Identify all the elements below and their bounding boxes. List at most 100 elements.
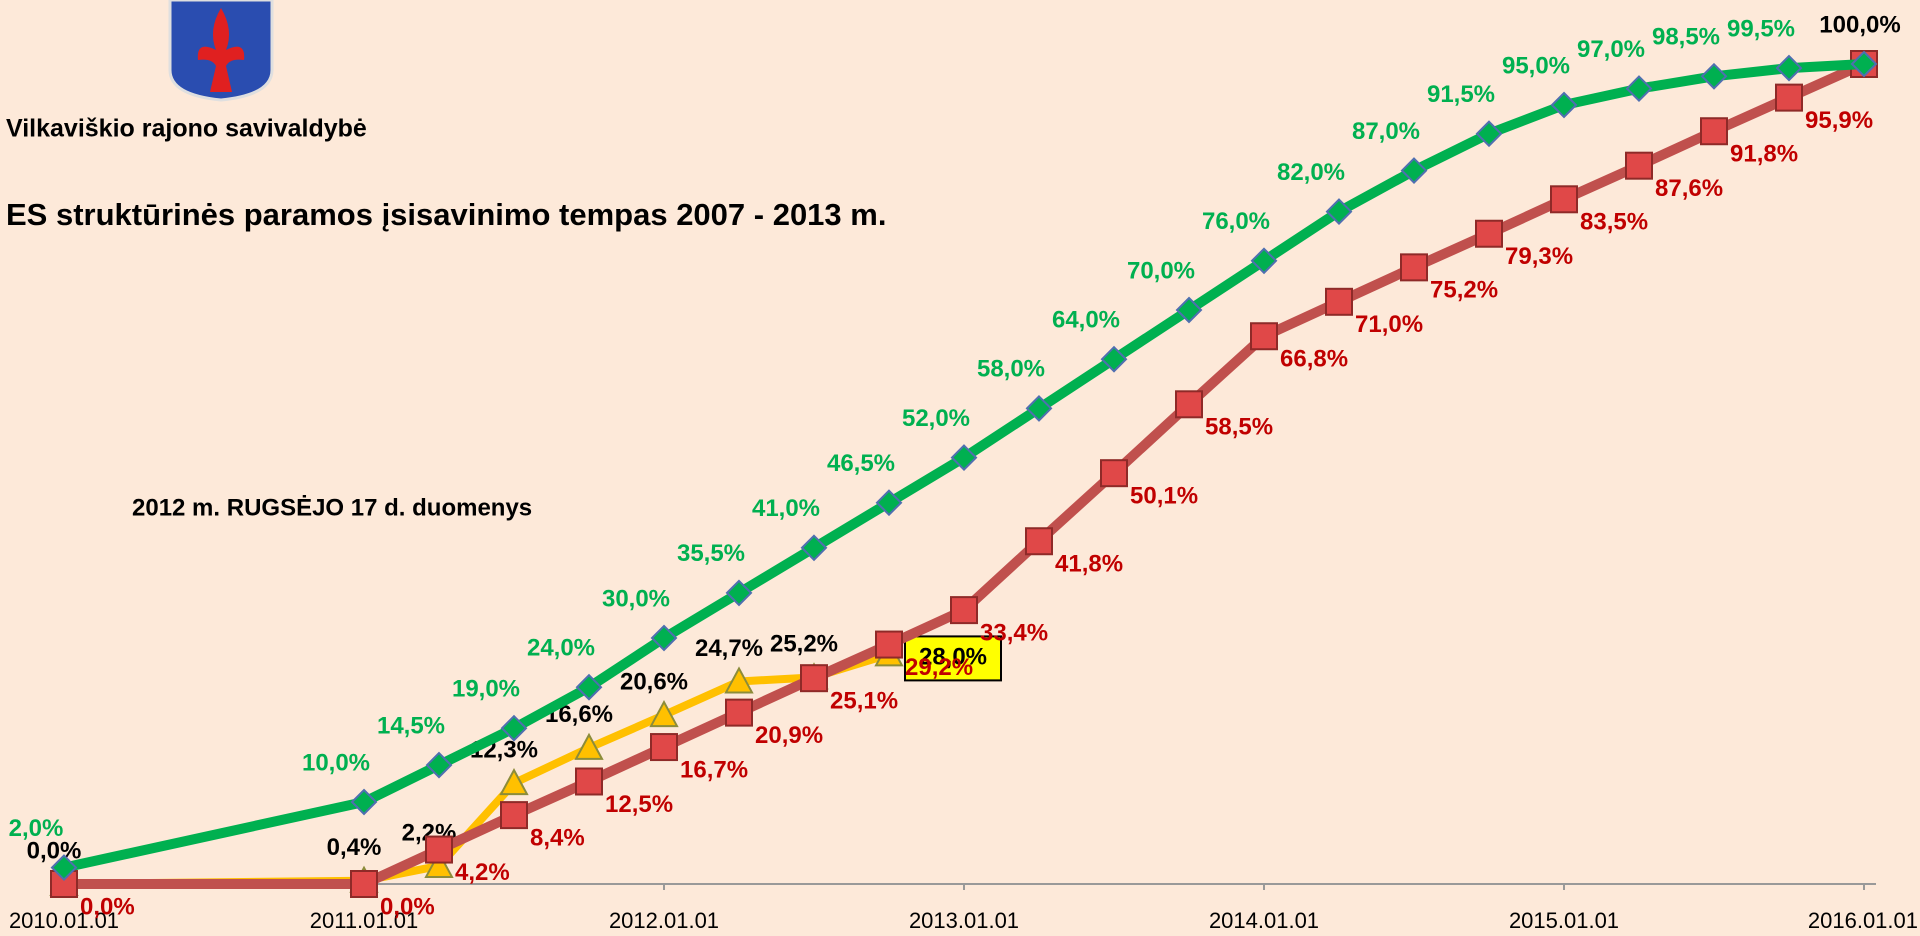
- data-label: 97,0%: [1577, 36, 1645, 63]
- data-label: 58,0%: [977, 356, 1045, 383]
- data-label: 25,1%: [830, 688, 898, 715]
- diamond-marker: [1025, 394, 1053, 422]
- diamond-marker: [1550, 91, 1578, 119]
- data-label: 95,0%: [1502, 52, 1570, 79]
- data-label: 28,0%: [919, 644, 987, 671]
- data-label: 0,0%: [27, 837, 82, 864]
- square-marker: [500, 801, 528, 830]
- diamond-marker: [1250, 247, 1278, 275]
- triangle-marker: [574, 732, 604, 760]
- square-marker: [350, 870, 378, 898]
- data-label: 58,5%: [1205, 414, 1273, 441]
- data-label: 41,8%: [1055, 551, 1123, 578]
- data-label: 98,5%: [1652, 24, 1720, 51]
- x-tick-label: 2012.01.01: [609, 908, 719, 933]
- x-tick-label: 2010.01.01: [9, 908, 119, 933]
- x-tick-label: 2011.01.01: [310, 908, 418, 933]
- data-label: 20,9%: [755, 722, 823, 749]
- coat-of-arms: [168, 0, 274, 102]
- diamond-marker: [1100, 345, 1128, 373]
- x-tick-label: 2016.01.01: [1808, 908, 1918, 933]
- diamond-marker: [1400, 157, 1428, 185]
- data-label: 0,4%: [327, 834, 382, 861]
- x-tick-label: 2015.01.01: [1509, 908, 1619, 933]
- data-label: 4,2%: [455, 859, 510, 886]
- diamond-marker: [1625, 75, 1653, 103]
- diamond-marker: [950, 444, 978, 472]
- square-marker: [1100, 459, 1128, 488]
- diamond-marker: [1175, 296, 1203, 324]
- square-marker: [650, 733, 678, 762]
- data-label: 83,5%: [1580, 209, 1648, 236]
- data-label: 19,0%: [452, 676, 520, 703]
- data-label: 91,8%: [1730, 141, 1798, 168]
- diamond-marker: [425, 751, 453, 779]
- diamond-marker: [875, 489, 903, 517]
- data-label: 46,5%: [827, 450, 895, 477]
- data-label: 71,0%: [1355, 311, 1423, 338]
- data-label: 10,0%: [302, 749, 370, 776]
- data-label: 50,1%: [1130, 483, 1198, 510]
- data-label: 0,0%: [380, 893, 435, 920]
- data-label: 79,3%: [1505, 243, 1573, 270]
- diamond-marker: [500, 714, 528, 742]
- square-marker: [800, 664, 828, 693]
- triangle-marker: [724, 666, 754, 694]
- diamond-marker: [50, 854, 78, 882]
- data-label: 87,6%: [1655, 175, 1723, 202]
- data-label: 2,0%: [9, 815, 64, 842]
- diamond-marker: [350, 788, 378, 816]
- diamond-marker: [1775, 54, 1803, 82]
- series-line: [62, 59, 1865, 873]
- diamond-marker: [1475, 120, 1503, 148]
- org-name: Vilkaviškio rajono savivaldybė: [6, 115, 367, 143]
- data-label: 76,0%: [1202, 208, 1270, 235]
- diamond-marker: [575, 673, 603, 701]
- triangle-marker: [649, 699, 679, 728]
- square-marker: [1550, 185, 1578, 214]
- chart-title: ES struktūrinės paramos įsisavinimo temp…: [6, 197, 886, 232]
- square-marker: [1625, 151, 1653, 180]
- series: 2,0% 10,0% 14,5% 19,0% 24,0% 30,0% 35,5% 41,0% 4…: [9, 11, 1901, 882]
- triangle-marker: [499, 768, 529, 796]
- data-label: 64,0%: [1052, 307, 1120, 334]
- data-label: 14,5%: [377, 712, 445, 739]
- diamond-marker: [1850, 50, 1878, 78]
- highlight-box: [904, 635, 1002, 682]
- diamond-marker: [1325, 198, 1353, 226]
- square-marker: [1700, 117, 1728, 146]
- square-marker: [1025, 527, 1053, 556]
- square-marker: [875, 630, 903, 659]
- series: 0,0% 0,0% 4,2% 8,4% 12,5% 16,7% 20,9% 25,1% 29,2…: [50, 50, 1878, 920]
- data-label: 30,0%: [602, 585, 670, 612]
- data-label: 41,0%: [752, 495, 820, 522]
- data-label: 20,6%: [620, 668, 688, 695]
- data-label: 25,2%: [770, 631, 838, 658]
- data-label: 52,0%: [902, 405, 970, 432]
- data-label: 75,2%: [1430, 277, 1498, 304]
- diamond-marker: [725, 579, 753, 607]
- data-label: 91,5%: [1427, 81, 1495, 108]
- diamond-marker: [1700, 62, 1728, 90]
- data-label: 8,4%: [530, 824, 585, 851]
- square-marker: [1175, 390, 1203, 419]
- data-label: 99,5%: [1727, 15, 1795, 42]
- data-label: 66,8%: [1280, 346, 1348, 373]
- square-marker: [1475, 219, 1503, 248]
- data-label: 33,4%: [980, 619, 1048, 646]
- triangle-marker: [424, 850, 454, 878]
- square-marker: [1775, 83, 1803, 112]
- data-label: 24,7%: [695, 635, 763, 662]
- data-label: 24,0%: [527, 635, 595, 662]
- series-line: [64, 59, 1867, 889]
- data-label: 35,5%: [677, 540, 745, 567]
- data-label: 0,0%: [80, 893, 135, 920]
- square-marker: [1400, 253, 1428, 282]
- square-marker: [575, 767, 603, 796]
- data-label: 87,0%: [1352, 118, 1420, 145]
- square-marker: [425, 835, 453, 864]
- square-marker: [1250, 322, 1278, 351]
- square-marker: [950, 596, 978, 625]
- diamond-marker: [650, 624, 678, 652]
